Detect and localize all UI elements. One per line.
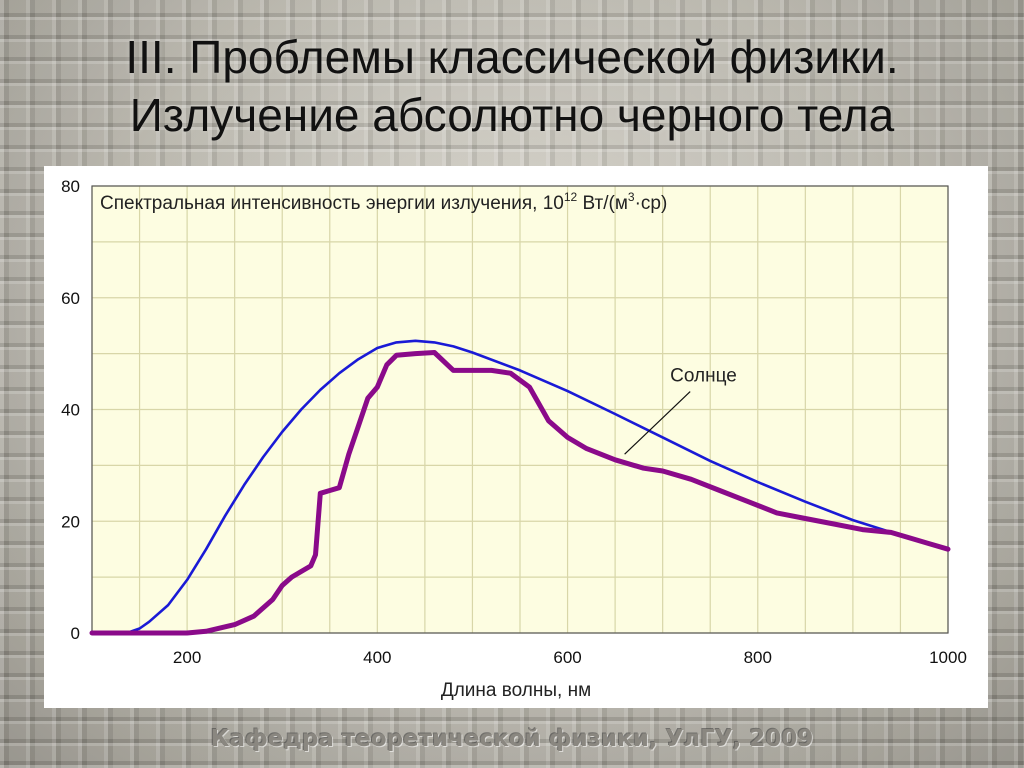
- y-axis-label-unit: Вт/(м: [577, 193, 628, 214]
- y-tick-label: 80: [61, 177, 80, 196]
- axis-ticks: 200 400 600 800 1000 0 20 40 60 80: [61, 177, 967, 667]
- annotation: Солнце: [624, 366, 737, 455]
- y-tick-label: 40: [61, 401, 80, 420]
- x-tick-label: 800: [744, 648, 772, 667]
- x-axis-label: Длина волны, нм: [441, 680, 591, 701]
- y-tick-label: 60: [61, 289, 80, 308]
- slide-title: III. Проблемы классической физики. Излуч…: [0, 28, 1024, 144]
- series-line-blackbody: [90, 339, 950, 635]
- annotation-pointer-line: [624, 391, 691, 455]
- y-tick-label: 0: [71, 624, 80, 643]
- x-tick-label: 1000: [929, 648, 967, 667]
- series-layer: [89, 339, 951, 636]
- y-axis-label-main: Спектральная интенсивность энергии излуч…: [100, 193, 564, 214]
- slide-title-line2: Излучение абсолютно черного тела: [129, 89, 895, 141]
- chart-panel: 200 400 600 800 1000 0 20 40 60 80 Спектральная и…: [44, 166, 988, 708]
- x-tick-label: 200: [173, 648, 201, 667]
- x-tick-label: 400: [363, 648, 391, 667]
- grid: [91, 185, 949, 634]
- spectrum-chart: 200 400 600 800 1000 0 20 40 60 80 Спектральная и…: [61, 177, 967, 701]
- y-axis-label: Спектральная интенсивность энергии излуч…: [100, 190, 667, 214]
- series-line-sun: [89, 350, 951, 636]
- annotation-label-sun: Солнце: [670, 366, 737, 387]
- y-axis-label-unit-tail: ·ср): [635, 193, 668, 214]
- plot-frame: [91, 185, 949, 634]
- x-tick-label: 600: [553, 648, 581, 667]
- y-axis-label-unit-exp: 3: [628, 190, 635, 204]
- slide-footer: Кафедра теоретической физики, УлГУ, 2009: [210, 726, 814, 752]
- y-axis-label-exp: 12: [564, 190, 578, 204]
- y-tick-label: 20: [61, 512, 80, 531]
- slide-title-line1: III. Проблемы классической физики.: [125, 31, 899, 83]
